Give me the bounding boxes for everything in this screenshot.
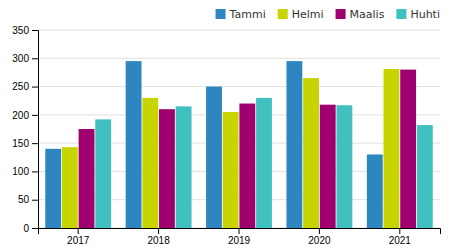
tick-label: 200	[12, 110, 29, 121]
series	[95, 98, 432, 228]
bar	[286, 61, 302, 228]
legend-swatch	[396, 9, 406, 19]
axis-line	[32, 31, 39, 229]
bar	[79, 129, 95, 228]
tick: 2020	[308, 228, 331, 246]
bar	[417, 125, 433, 228]
bar	[126, 61, 142, 228]
bar	[223, 112, 239, 228]
series	[45, 61, 382, 228]
series	[79, 70, 416, 228]
grid-line	[38, 114, 440, 115]
tick-mark	[32, 200, 38, 201]
grid-line	[38, 58, 440, 59]
tick: 300	[12, 53, 38, 64]
bar	[95, 119, 111, 228]
bar	[256, 98, 272, 228]
tick-label: 250	[12, 81, 29, 92]
legend-item: Maalis	[336, 8, 385, 21]
bar	[367, 154, 383, 228]
tick-label: 2019	[228, 235, 251, 246]
grid-line	[38, 86, 440, 87]
bar	[176, 106, 192, 228]
tick-mark	[399, 228, 400, 234]
tick-label: 150	[12, 138, 29, 149]
tick-label: 0	[23, 223, 29, 234]
bar	[239, 104, 255, 228]
tick-label: 2017	[67, 235, 90, 246]
bar	[142, 98, 158, 228]
tick-label: 2020	[308, 235, 331, 246]
x-axis: 2017 2018 2019 2020 2021	[39, 228, 441, 246]
legend-swatch	[278, 9, 288, 19]
tick-mark	[32, 58, 38, 59]
legend-label: Helmi	[292, 8, 324, 21]
legend-label: Tammi	[229, 8, 266, 21]
tick: 200	[12, 110, 38, 121]
bar	[159, 109, 175, 228]
tick-label: 100	[12, 166, 29, 177]
legend-item: Helmi	[278, 8, 324, 21]
legend-label: Maalis	[350, 8, 385, 21]
legend-item: Huhti	[396, 8, 440, 21]
legend-swatch	[336, 9, 346, 19]
axis-line	[39, 229, 441, 235]
tick: 350	[12, 25, 38, 36]
tick-mark	[32, 171, 38, 172]
bar	[320, 105, 336, 228]
tick-label: 50	[18, 194, 30, 205]
tick-label: 2018	[147, 235, 170, 246]
tick: 150	[12, 138, 38, 149]
tick-mark	[32, 143, 38, 144]
tick-label: 350	[12, 25, 29, 36]
bar	[400, 70, 416, 228]
tick: 100	[12, 166, 38, 177]
bar	[303, 78, 319, 228]
plot: 0 50 100 150 200 250 300 350 2017 2018 2019 2020 202…	[12, 25, 440, 246]
tick-mark	[32, 30, 38, 31]
legend-swatch	[216, 9, 226, 19]
grid-line	[38, 30, 440, 31]
bars	[45, 61, 432, 228]
tick: 50	[18, 194, 38, 205]
tick-label: 300	[12, 53, 29, 64]
tick: 2019	[228, 228, 251, 246]
tick: 2017	[67, 228, 90, 246]
tick-mark	[32, 228, 38, 229]
bar	[336, 105, 352, 228]
chart: 0 50 100 150 200 250 300 350 2017 2018 2019 2020 202…	[0, 0, 454, 252]
tick: 250	[12, 81, 38, 92]
tick: 2018	[147, 228, 170, 246]
bar	[45, 149, 61, 228]
grid	[38, 30, 440, 228]
series	[62, 69, 399, 228]
tick-mark	[239, 228, 240, 234]
legend-label: Huhti	[410, 8, 440, 21]
tick-mark	[319, 228, 320, 234]
tick-mark	[32, 115, 38, 116]
bar	[206, 87, 222, 228]
tick-mark	[158, 228, 159, 234]
tick-mark	[78, 228, 79, 234]
legend-item: Tammi	[216, 8, 266, 21]
y-axis: 0 50 100 150 200 250 300 350	[12, 25, 38, 234]
tick-label: 2021	[389, 235, 412, 246]
tick-mark	[32, 87, 38, 88]
legend: Tammi Helmi Maalis Huhti	[216, 8, 440, 21]
bar	[384, 69, 400, 228]
bar	[62, 147, 78, 228]
tick: 0	[23, 223, 38, 234]
tick: 2021	[389, 228, 412, 246]
